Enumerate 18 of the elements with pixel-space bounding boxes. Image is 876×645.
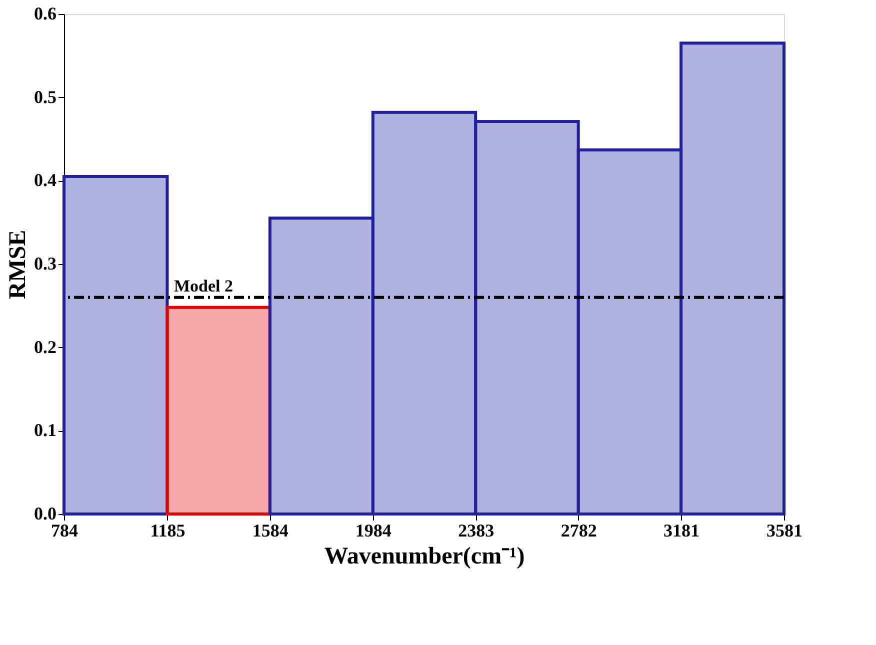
y-tick-label: 0.6 — [34, 4, 56, 24]
x-tick-label: 2782 — [560, 520, 597, 540]
x-tick-label: 1584 — [252, 520, 288, 540]
y-tick-label: 0.2 — [34, 336, 56, 357]
x-tick-label: 1984 — [355, 520, 392, 540]
y-tick-label: 0.5 — [34, 86, 56, 107]
x-tick-label: 2383 — [458, 520, 494, 540]
x-tick-label: 1185 — [150, 520, 186, 540]
y-axis-title: RMSE — [5, 230, 31, 300]
y-tick-label: 0.1 — [34, 420, 56, 440]
y-tick-label: 0.3 — [34, 254, 56, 274]
ref-line-label: Model 2 — [174, 276, 234, 296]
y-tick-label: 0.0 — [34, 504, 56, 524]
x-axis-title: Wavenumber(cm⁻¹) — [324, 544, 525, 570]
y-tick-label: 0.4 — [34, 170, 56, 190]
x-tick-label: 3581 — [766, 520, 802, 540]
x-tick-label: 784 — [51, 520, 78, 540]
x-tick-label: 3181 — [664, 520, 700, 540]
